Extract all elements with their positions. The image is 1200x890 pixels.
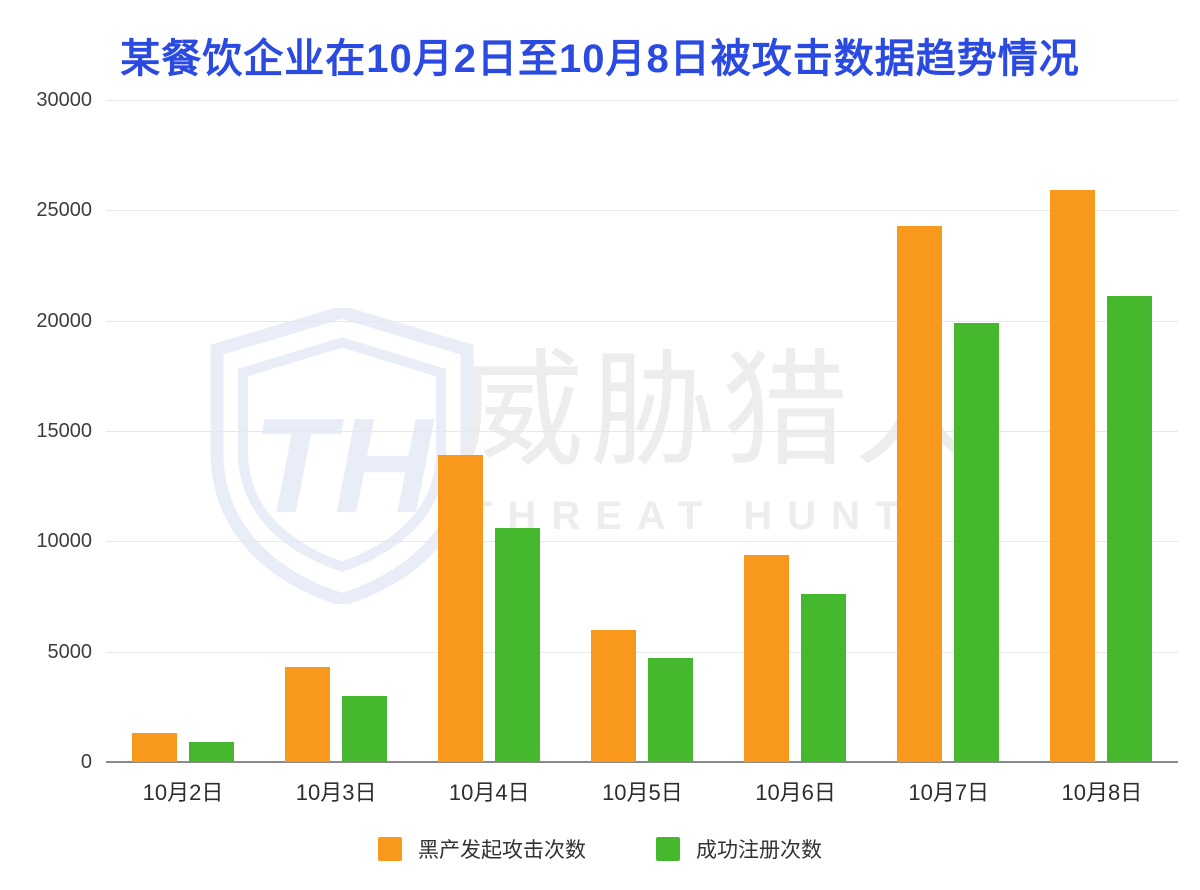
bar-registrations-3 — [494, 528, 540, 762]
bar-registrations-2 — [341, 695, 387, 762]
bar-registrations-1 — [188, 742, 234, 762]
gridline — [106, 210, 1178, 212]
bar-attacks-3 — [437, 455, 483, 762]
bar-attacks-6 — [897, 225, 943, 762]
legend-item-registrations[interactable]: 成功注册次数 — [656, 834, 822, 864]
bar-registrations-5 — [801, 594, 847, 762]
gridline — [106, 320, 1178, 322]
gridline — [106, 651, 1178, 653]
legend-label-registrations: 成功注册次数 — [696, 839, 822, 862]
bar-attacks-2 — [284, 667, 330, 762]
y-tick-label: 20000 — [36, 309, 92, 332]
legend-swatch-attacks-icon — [378, 837, 402, 861]
y-tick-label: 5000 — [47, 640, 93, 663]
x-tick-label: 10月8日 — [1061, 780, 1143, 805]
gridline — [106, 100, 1178, 101]
bar-registrations-6 — [954, 322, 1000, 762]
gridline — [106, 431, 1178, 432]
legend-label-attacks: 黑产发起攻击次数 — [418, 839, 586, 862]
chart-legend: 黑产发起攻击次数 成功注册次数 — [0, 834, 1200, 864]
x-tick-label: 10月4日 — [448, 780, 530, 805]
bar-attacks-1 — [131, 733, 177, 762]
gridline — [106, 541, 1178, 543]
y-tick-label: 30000 — [36, 89, 92, 111]
y-tick-label: 15000 — [36, 420, 92, 442]
chart-title: 某餐饮企业在10月2日至10月8日被攻击数据趋势情况 — [120, 37, 1080, 81]
x-axis-line — [106, 761, 1178, 763]
x-tick-label: 10月5日 — [602, 780, 683, 805]
legend-swatch-registrations-icon — [656, 837, 680, 861]
bar-attacks-4 — [591, 629, 636, 762]
x-tick-label: 10月7日 — [908, 780, 990, 805]
bar-registrations-4 — [648, 658, 693, 762]
y-tick-label: 0 — [80, 751, 92, 773]
plot-area: 0 5000 10000 15000 20000 25000 30000 10月2日 10月3日… — [36, 89, 1178, 805]
bar-attacks-7 — [1050, 190, 1096, 762]
y-tick-label: 25000 — [36, 199, 92, 222]
x-tick-label: 10月2日 — [142, 780, 224, 805]
bar-registrations-7 — [1107, 296, 1153, 762]
legend-item-attacks[interactable]: 黑产发起攻击次数 — [378, 834, 586, 864]
x-tick-label: 10月6日 — [755, 780, 836, 805]
bar-attacks-5 — [744, 554, 790, 762]
y-tick-label: 10000 — [36, 530, 92, 553]
x-tick-label: 10月3日 — [295, 780, 377, 805]
